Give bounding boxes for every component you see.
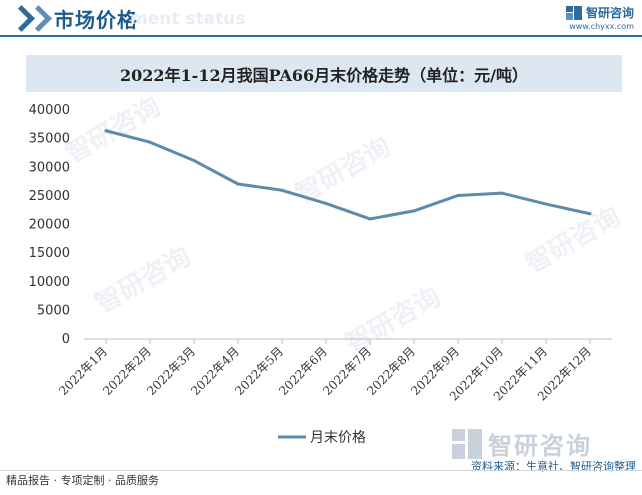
data-point (544, 202, 548, 206)
header-divider (0, 35, 642, 37)
footer-watermark-text: 智研咨询 (488, 432, 592, 460)
brand-name: 智研咨询 (585, 6, 634, 20)
section-heading: 市场价格 (8, 4, 138, 32)
data-point (192, 159, 196, 163)
source-note: 资料来源：生意社、智研咨询整理 (471, 460, 636, 473)
footer-logo-icon (452, 428, 482, 459)
y-tick-label: 0 (62, 332, 70, 347)
data-point (324, 201, 328, 205)
data-point (104, 129, 108, 133)
brand-block: 智研咨询 www.chyxx.com (565, 4, 634, 31)
y-tick-label: 25000 (29, 189, 70, 204)
footer-divider (0, 470, 642, 471)
legend-label: 月末价格 (310, 430, 366, 446)
section-title: 市场价格 (54, 7, 138, 32)
header-ghost-text: ment status (130, 9, 246, 29)
data-point (588, 212, 592, 216)
y-tick-label: 40000 (29, 103, 70, 118)
y-tick-label: 5000 (37, 303, 70, 318)
data-point (368, 217, 372, 221)
chart-title-box: 2022年1-12月我国PA66月末价格走势（单位：元/吨） (26, 55, 622, 92)
y-tick-label: 35000 (29, 132, 70, 147)
footer-tagline: 精品报告 · 专项定制 · 品质服务 (6, 474, 159, 487)
data-point (412, 209, 416, 213)
y-tick-label: 10000 (29, 275, 70, 290)
header: 市场价格 ment status 智研咨询 www.chyxx.com (0, 0, 642, 38)
footer-watermark: 智研咨询 (452, 426, 592, 461)
brand-logo-icon (565, 5, 582, 20)
series-line (104, 129, 592, 221)
data-point (500, 191, 504, 195)
data-point (280, 188, 284, 192)
chart-title: 2022年1-12月我国PA66月末价格走势（单位：元/吨） (120, 65, 528, 85)
y-tick-label: 30000 (29, 160, 70, 175)
data-point (148, 140, 152, 144)
data-point (456, 193, 460, 197)
y-tick-label: 20000 (29, 218, 70, 233)
brand-url: www.chyxx.com (569, 22, 634, 31)
data-point (236, 182, 240, 186)
y-tick-label: 15000 (29, 246, 70, 261)
